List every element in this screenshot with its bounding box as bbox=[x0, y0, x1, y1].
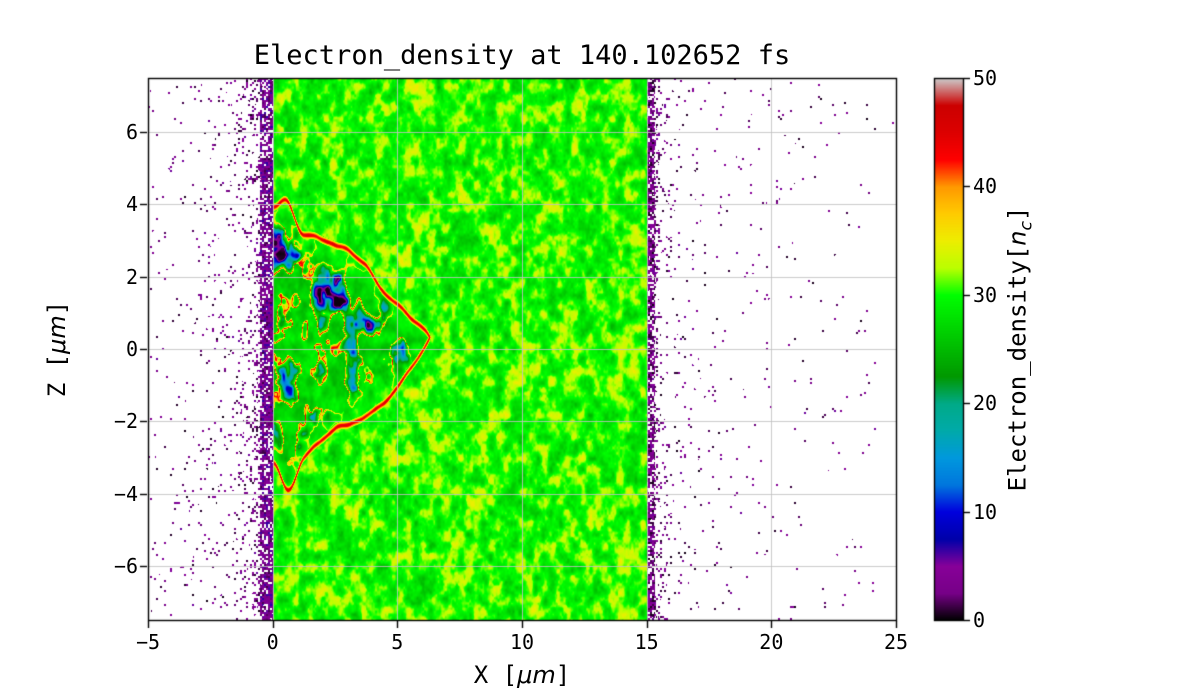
y-axis-label: Z [μm] bbox=[42, 301, 72, 397]
x-tick-label: 20 bbox=[759, 630, 784, 654]
x-tick-label: 15 bbox=[634, 630, 659, 654]
x-axis-label-text: X [ bbox=[473, 661, 518, 689]
x-axis-unit: μm bbox=[517, 661, 556, 689]
y-axis-label-text: Z [ bbox=[43, 353, 71, 398]
y-tick-label: −6 bbox=[113, 553, 138, 578]
colorbar-tick-label: 40 bbox=[973, 174, 998, 199]
x-tick-label: 0 bbox=[266, 630, 279, 654]
colorbar-tick-label: 10 bbox=[973, 499, 998, 524]
y-axis-unit: μm bbox=[43, 315, 71, 354]
x-tick-label: −5 bbox=[135, 630, 161, 654]
y-tick-label: −4 bbox=[113, 481, 138, 506]
x-tick-label: 5 bbox=[391, 630, 404, 654]
x-axis-label-suffix: ] bbox=[555, 661, 571, 689]
colorbar-tick-label: 20 bbox=[973, 391, 998, 416]
colorbar-label-suffix: ] bbox=[1003, 206, 1032, 222]
x-tick-label: 25 bbox=[883, 630, 909, 654]
colorbar-tick-label: 0 bbox=[973, 608, 986, 632]
x-axis-label: X [μm] bbox=[148, 660, 896, 690]
y-tick-label: 4 bbox=[125, 192, 138, 217]
y-tick-label: −2 bbox=[113, 409, 138, 434]
colorbar-label-text: Electron_density[ bbox=[1003, 245, 1032, 492]
colorbar-unit-n: n bbox=[1003, 230, 1032, 246]
chart-title: Electron_density at 140.102652 fs bbox=[253, 40, 791, 71]
colorbar-tick-label: 50 bbox=[973, 66, 998, 90]
colorbar-tick-label: 30 bbox=[973, 282, 998, 307]
y-axis-label-suffix: ] bbox=[43, 300, 71, 316]
y-tick-label: 0 bbox=[125, 337, 138, 361]
x-tick-label: 10 bbox=[509, 630, 535, 654]
colorbar-label: Electron_density[nc] bbox=[1003, 207, 1042, 492]
y-tick-label: 6 bbox=[125, 120, 138, 145]
colorbar-unit-sub: c bbox=[1016, 221, 1037, 231]
y-tick-label: 2 bbox=[125, 264, 138, 289]
